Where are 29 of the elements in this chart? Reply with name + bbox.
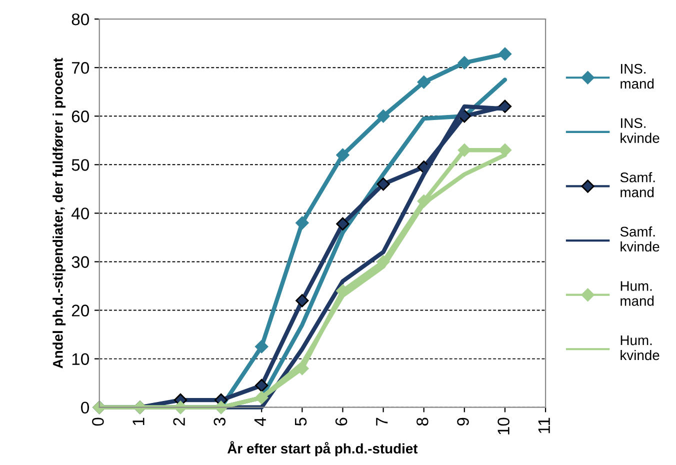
legend-label: Samf. mand [620, 172, 655, 198]
x-tick-label: 11 [538, 418, 550, 434]
y-tick-label: 30 [72, 256, 89, 268]
y-tick-label: 10 [72, 353, 89, 366]
legend-label: Samf. kvinde [620, 226, 660, 252]
legend-label: Hum. kvinde [620, 336, 660, 360]
legend-label: INS. mand [620, 64, 654, 89]
y-tick-label: 80 [72, 13, 89, 26]
x-tick-label: 10 [498, 418, 510, 434]
y-tick-label: 0 [81, 402, 89, 414]
x-tick-label: 7 [376, 418, 388, 426]
x-tick-label: 9 [457, 418, 469, 426]
legend-label: Hum. mand [620, 281, 654, 306]
x-tick-label: 5 [295, 418, 307, 426]
y-tick-label: 20 [72, 304, 89, 316]
x-tick-label: 1 [132, 418, 144, 426]
x-tick-label: 8 [416, 418, 428, 426]
y-tick-label: 60 [72, 110, 89, 122]
x-tick-label: 4 [254, 418, 266, 426]
y-axis-title: Andel ph.d.-stipendiater, der fuldfører i procent [52, 58, 66, 368]
y-tick-label: 40 [71, 208, 89, 220]
x-tick-label: 6 [335, 418, 348, 426]
y-tick-label: 50 [72, 159, 89, 171]
x-tick-label: 3 [214, 418, 226, 426]
legend-label: INS. kvinde [620, 118, 660, 143]
x-tick-label: 0 [92, 418, 104, 426]
y-tick-label: 70 [72, 62, 89, 74]
x-tick-label: 2 [173, 418, 185, 426]
x-axis-title: År efter start på ph.d.-studiet [228, 441, 418, 456]
